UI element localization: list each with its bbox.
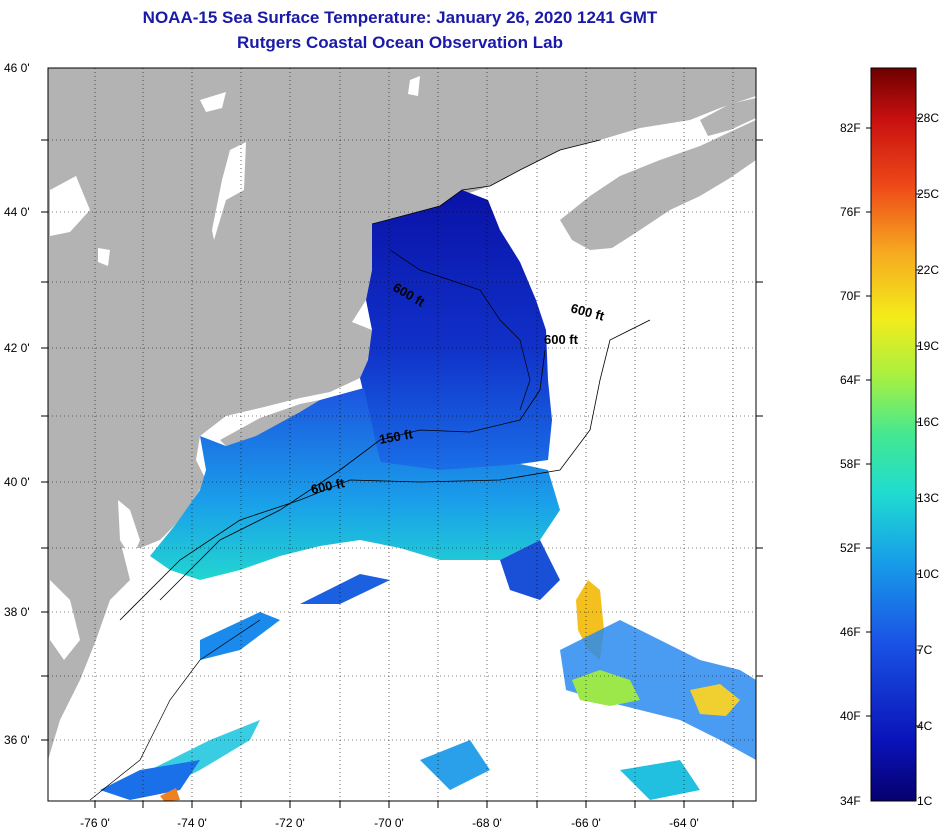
contour-150ft: [159, 349, 546, 601]
colorbar-f-label: 82F: [840, 121, 861, 135]
lat-label: 44 0': [4, 205, 30, 219]
map-frame: [47, 67, 757, 802]
colorbar-f-label: 58F: [840, 457, 861, 471]
colorbar-c-label: 7C: [917, 643, 933, 657]
sst-east-water: [560, 620, 756, 760]
colorbar-f-label: 64F: [840, 373, 861, 387]
lat-label: 40 0': [4, 475, 30, 489]
colorbar-f-label: 40F: [840, 709, 861, 723]
colorbar-f-label: 34F: [840, 794, 861, 808]
colorbar-f-label: 52F: [840, 541, 861, 555]
colorbar-c-label: 1C: [917, 794, 933, 808]
lat-label: 36 0': [4, 733, 30, 747]
lon-label: -72 0': [275, 816, 305, 830]
lon-label: -64 0': [669, 816, 699, 830]
lon-label: -66 0': [571, 816, 601, 830]
land-nova-scotia: [560, 120, 756, 250]
lat-label: 38 0': [4, 605, 30, 619]
contour-label-3: 600 ft: [544, 332, 579, 347]
lon-label: -70 0': [374, 816, 404, 830]
colorbar-c-label: 13C: [917, 491, 940, 505]
contour-600ft: [119, 319, 651, 621]
colorbar: [870, 67, 917, 802]
lat-label: 42 0': [4, 341, 30, 355]
colorbar-f-label: 76F: [840, 205, 861, 219]
colorbar-f-label: 46F: [840, 625, 861, 639]
land-cape-breton: [700, 98, 756, 136]
colorbar-c-label: 10C: [917, 567, 940, 581]
colorbar-c-label: 16C: [917, 415, 940, 429]
colorbar-c-label: 19C: [917, 339, 940, 353]
contour-label-4: 150 ft: [378, 426, 415, 447]
map-title: NOAA-15 Sea Surface Temperature: January…: [142, 8, 658, 27]
contour-label-5: 600 ft: [310, 475, 347, 497]
land-long-island: [220, 400, 320, 446]
sst-shelf: [150, 388, 560, 580]
sst-gulf-of-maine: [360, 190, 552, 470]
colorbar-c-label: 25C: [917, 187, 940, 201]
colorbar-f-label: 70F: [840, 289, 861, 303]
lon-label: -74 0': [177, 816, 207, 830]
colorbar-c-label: 4C: [917, 719, 933, 733]
lon-label: -76 0': [80, 816, 110, 830]
land-mainland: [48, 68, 756, 760]
colorbar-c-label: 28C: [917, 111, 940, 125]
map-subtitle: Rutgers Coastal Ocean Observation Lab: [237, 33, 563, 52]
lat-label: 46 0': [4, 61, 30, 75]
lon-label: -68 0': [472, 816, 502, 830]
colorbar-c-label: 22C: [917, 263, 940, 277]
